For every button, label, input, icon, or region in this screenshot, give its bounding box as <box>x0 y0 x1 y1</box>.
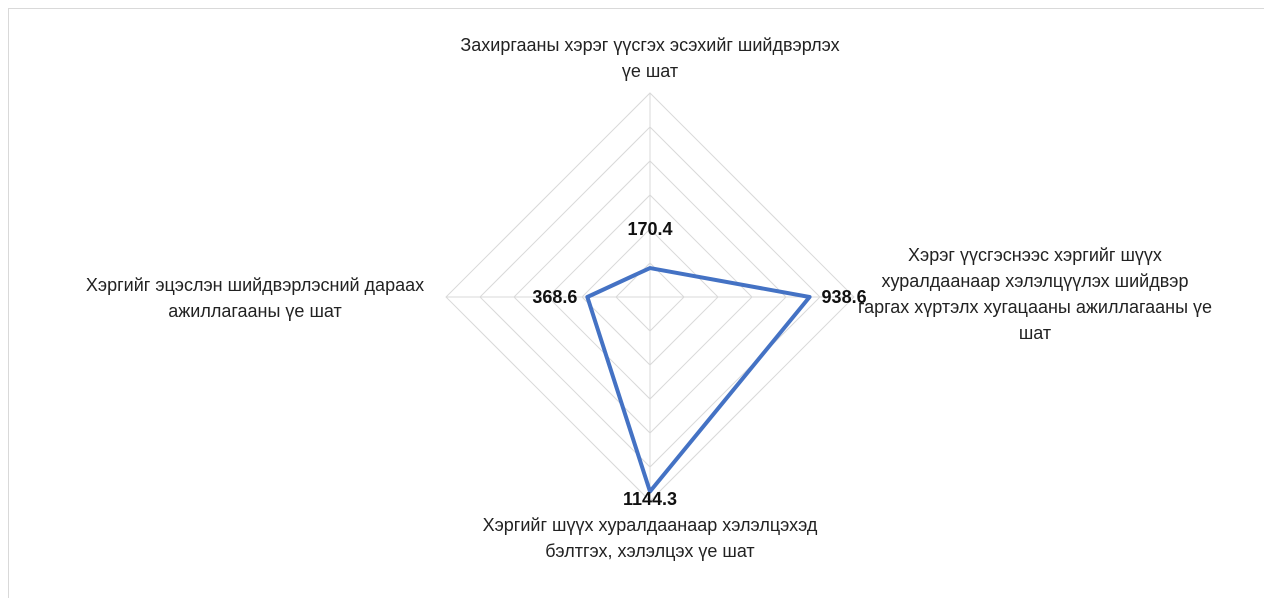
category-label: Хэргийг шүүх хуралдаанаар хэлэлцэхэд бэл… <box>482 515 818 561</box>
value-label: 938.6 <box>821 286 867 307</box>
value-label: 170.4 <box>627 219 673 240</box>
series-line <box>585 266 812 494</box>
value-label: 1144.3 <box>623 489 678 510</box>
category-label: Хэрэг үүсгэснээс хэргийг шүүх хуралдаана… <box>857 245 1213 343</box>
category-label: Хэргийг эцэслэн шийдвэрлэсний дараах ажи… <box>85 275 425 321</box>
category-label: Захиргааны хэрэг үүсгэх эсэхийг шийдвэрл… <box>460 35 840 81</box>
chart-border <box>8 8 1264 598</box>
value-label: 368.6 <box>532 286 578 307</box>
